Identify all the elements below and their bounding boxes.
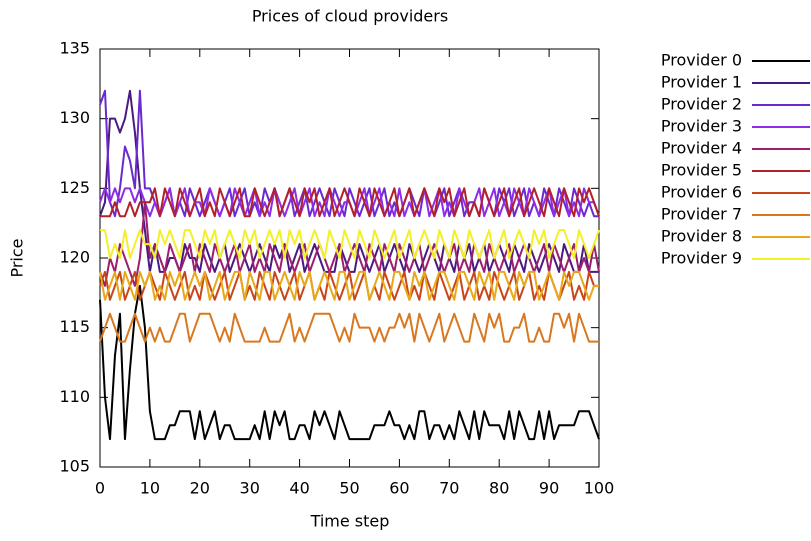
series-line bbox=[99, 312, 599, 343]
x-axis-label: Time step bbox=[310, 512, 390, 531]
legend-label: Provider 1 bbox=[661, 73, 742, 92]
x-tick-label: 40 bbox=[289, 479, 309, 498]
x-tick-label: 60 bbox=[389, 479, 409, 498]
y-tick-label: 120 bbox=[59, 248, 90, 267]
series-line bbox=[99, 270, 599, 301]
x-tick-label: 10 bbox=[140, 479, 160, 498]
x-tick-label: 30 bbox=[240, 479, 260, 498]
x-tick-label: 90 bbox=[539, 479, 559, 498]
series-line bbox=[99, 270, 599, 301]
chart-title: Prices of cloud providers bbox=[252, 7, 448, 26]
legend-label: Provider 7 bbox=[661, 205, 742, 224]
legend-label: Provider 5 bbox=[661, 161, 742, 180]
x-tick-label: 70 bbox=[439, 479, 459, 498]
x-tick-label: 100 bbox=[584, 479, 615, 498]
x-tick-label: 80 bbox=[489, 479, 509, 498]
legend-label: Provider 0 bbox=[661, 51, 742, 70]
x-tick-label: 20 bbox=[190, 479, 210, 498]
y-axis-label: Price bbox=[8, 238, 27, 277]
legend-label: Provider 4 bbox=[661, 139, 742, 158]
y-tick-label: 135 bbox=[59, 39, 90, 58]
x-tick-label: 0 bbox=[95, 479, 105, 498]
series-line bbox=[100, 229, 600, 259]
legend-label: Provider 9 bbox=[661, 249, 742, 268]
series-line bbox=[99, 89, 599, 218]
y-tick-label: 130 bbox=[59, 108, 90, 127]
legend-label: Provider 6 bbox=[661, 183, 742, 202]
y-tick-label: 115 bbox=[59, 317, 90, 336]
y-tick-label: 125 bbox=[59, 178, 90, 197]
legend-label: Provider 2 bbox=[661, 95, 742, 114]
y-tick-label: 105 bbox=[59, 457, 90, 476]
series-line bbox=[99, 201, 600, 287]
legend-label: Provider 8 bbox=[661, 227, 742, 246]
legend-label: Provider 3 bbox=[661, 117, 742, 136]
x-tick-label: 50 bbox=[339, 479, 359, 498]
y-tick-label: 110 bbox=[59, 387, 90, 406]
series-line bbox=[100, 187, 600, 218]
series-line bbox=[99, 284, 600, 441]
